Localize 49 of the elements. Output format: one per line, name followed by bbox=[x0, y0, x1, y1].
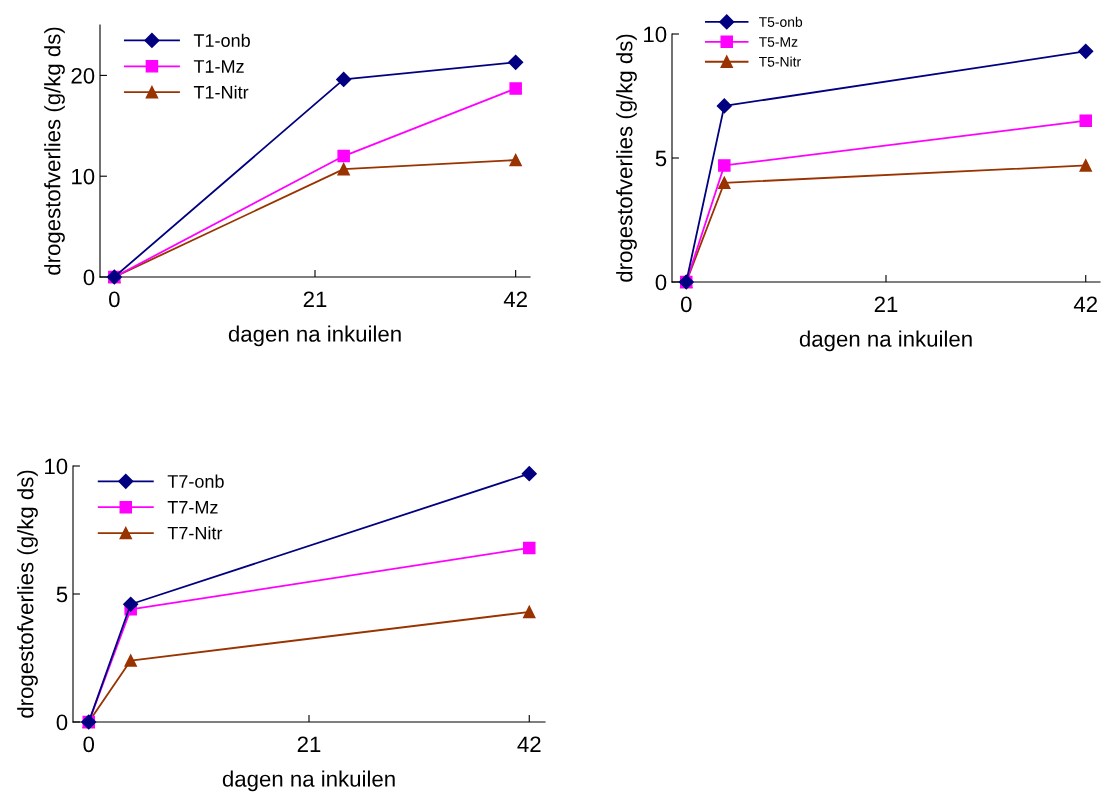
x-tick-label: 21 bbox=[297, 736, 321, 752]
point bbox=[1078, 43, 1094, 59]
point bbox=[337, 162, 350, 176]
legend-label: T5-Nitr bbox=[758, 56, 801, 67]
y-axis-title: drogestofverlies (g/kg ds) bbox=[616, 34, 637, 282]
legend-label: T7-Mz bbox=[167, 501, 218, 514]
legend-label: T7-onb bbox=[167, 474, 224, 488]
legend-label: T5-onb bbox=[758, 16, 803, 27]
y-tick-label: 10 bbox=[72, 168, 95, 185]
point bbox=[523, 605, 536, 619]
point bbox=[508, 54, 524, 70]
y-tick-label: 0 bbox=[56, 714, 68, 731]
y-axis-title: drogestofverlies (g/kg ds) bbox=[17, 470, 38, 718]
x-tick-label: 42 bbox=[503, 291, 527, 307]
legend-label: T7-Nitr bbox=[167, 526, 223, 540]
legend-label: T5-Mz bbox=[758, 37, 798, 47]
y-tick-label: 10 bbox=[45, 458, 68, 475]
x-tick-label: 21 bbox=[874, 296, 898, 312]
point bbox=[521, 466, 537, 482]
y-tick-label: 20 bbox=[71, 67, 95, 84]
point bbox=[1079, 159, 1092, 172]
point bbox=[337, 149, 350, 163]
point bbox=[124, 654, 137, 667]
point bbox=[718, 159, 731, 172]
x-tick-label: 42 bbox=[1073, 296, 1097, 312]
y-tick-label: 10 bbox=[644, 26, 667, 43]
y-tick-label: 0 bbox=[83, 269, 95, 286]
x-axis-title: dagen na inkuilen bbox=[799, 330, 972, 352]
x-tick-label: 0 bbox=[109, 291, 120, 308]
x-axis-title: dagen na inkuilen bbox=[222, 770, 395, 792]
point bbox=[123, 596, 139, 612]
x-axis-title: dagen na inkuilen bbox=[228, 325, 401, 347]
point bbox=[1079, 114, 1092, 128]
x-tick-label: 42 bbox=[517, 736, 541, 752]
legend-label: T1-onb bbox=[193, 33, 250, 47]
legend-label: T1-Mz bbox=[193, 60, 244, 73]
point bbox=[336, 71, 352, 88]
point bbox=[718, 176, 731, 190]
point bbox=[716, 98, 732, 114]
y-tick-label: 5 bbox=[56, 586, 68, 603]
y-tick-label: 5 bbox=[655, 150, 667, 167]
point bbox=[523, 541, 536, 555]
point bbox=[509, 153, 522, 167]
y-axis-title: drogestofverlies (g/kg ds) bbox=[44, 27, 65, 275]
legend-label: T1-Nitr bbox=[193, 85, 249, 99]
point bbox=[509, 82, 522, 95]
x-tick-label: 21 bbox=[303, 291, 327, 307]
y-tick-label: 0 bbox=[655, 274, 667, 291]
x-tick-label: 0 bbox=[680, 296, 692, 313]
